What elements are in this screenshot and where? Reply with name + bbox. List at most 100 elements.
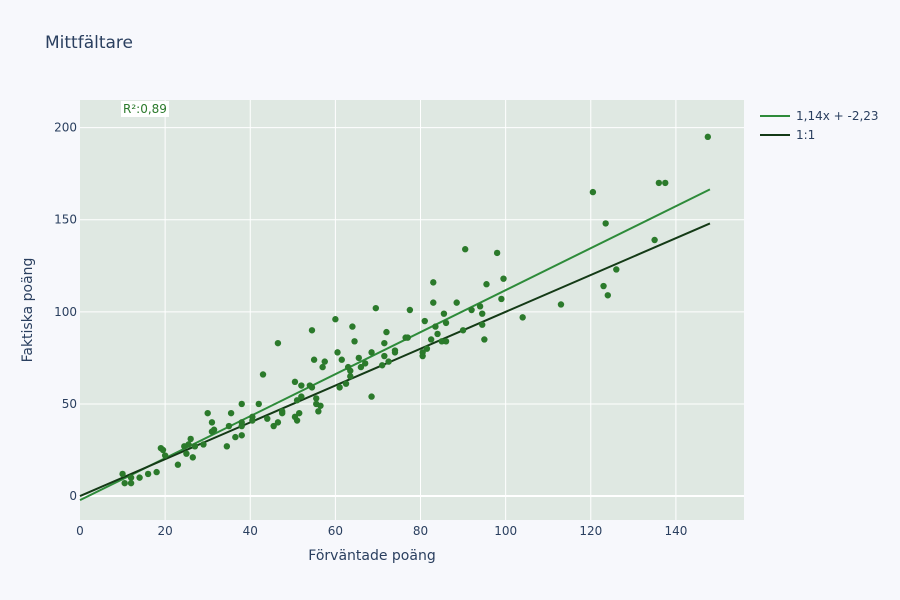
data-point[interactable]	[600, 282, 607, 290]
data-point[interactable]	[227, 409, 235, 417]
data-point[interactable]	[144, 470, 152, 478]
data-point[interactable]	[357, 363, 365, 371]
data-point[interactable]	[174, 461, 182, 468]
data-point[interactable]	[381, 339, 388, 347]
data-point[interactable]	[313, 395, 320, 402]
data-point[interactable]	[442, 319, 450, 327]
data-point[interactable]	[259, 371, 267, 378]
data-point[interactable]	[468, 306, 475, 314]
data-point[interactable]	[361, 360, 369, 367]
data-point[interactable]	[296, 409, 303, 417]
data-point[interactable]	[442, 338, 450, 345]
data-point[interactable]	[238, 432, 245, 439]
data-point[interactable]	[493, 249, 501, 257]
data-point[interactable]	[479, 310, 486, 317]
data-point[interactable]	[210, 426, 218, 433]
data-point[interactable]	[159, 446, 167, 454]
data-point[interactable]	[613, 266, 620, 273]
data-point[interactable]	[121, 479, 128, 487]
data-point[interactable]	[368, 349, 375, 356]
data-point[interactable]	[308, 327, 316, 334]
data-point[interactable]	[208, 419, 216, 426]
data-point[interactable]	[602, 220, 609, 227]
data-point[interactable]	[500, 275, 507, 282]
data-point[interactable]	[204, 409, 211, 417]
data-point[interactable]	[355, 354, 362, 362]
data-point[interactable]	[336, 384, 343, 391]
data-point[interactable]	[372, 304, 380, 312]
data-point[interactable]	[274, 419, 282, 426]
data-point[interactable]	[255, 400, 262, 408]
data-point[interactable]	[427, 336, 435, 343]
data-point[interactable]	[481, 336, 488, 343]
data-point[interactable]	[453, 299, 460, 306]
data-point[interactable]	[189, 454, 196, 461]
data-point[interactable]	[347, 367, 354, 374]
data-point[interactable]	[434, 330, 441, 338]
data-point[interactable]	[315, 408, 322, 415]
data-point[interactable]	[161, 452, 169, 459]
data-point[interactable]	[498, 295, 505, 303]
data-point[interactable]	[270, 422, 277, 430]
data-point[interactable]	[351, 338, 358, 345]
data-point[interactable]	[298, 393, 305, 400]
data-point[interactable]	[317, 402, 324, 409]
data-point[interactable]	[200, 441, 207, 448]
data-point[interactable]	[476, 303, 484, 310]
data-point[interactable]	[368, 393, 375, 400]
data-point[interactable]	[430, 299, 437, 306]
data-point[interactable]	[274, 339, 282, 347]
data-point[interactable]	[383, 328, 390, 336]
data-point[interactable]	[440, 310, 448, 317]
data-point[interactable]	[349, 323, 356, 330]
data-point[interactable]	[432, 323, 439, 330]
data-point[interactable]	[187, 435, 194, 443]
data-point[interactable]	[308, 384, 316, 391]
data-point[interactable]	[589, 188, 597, 196]
data-point[interactable]	[321, 358, 328, 365]
legend-item-identity[interactable]: 1:1	[760, 125, 879, 144]
data-point[interactable]	[293, 417, 301, 424]
data-point[interactable]	[232, 433, 239, 441]
data-point[interactable]	[119, 470, 126, 478]
data-point[interactable]	[153, 468, 160, 476]
data-point[interactable]	[655, 179, 663, 187]
data-point[interactable]	[264, 415, 271, 422]
data-point[interactable]	[183, 450, 190, 457]
data-point[interactable]	[419, 352, 426, 360]
data-point[interactable]	[421, 317, 428, 325]
data-point[interactable]	[191, 443, 199, 450]
data-point[interactable]	[662, 179, 669, 187]
data-point[interactable]	[651, 236, 658, 244]
data-point[interactable]	[385, 358, 392, 365]
data-point[interactable]	[136, 474, 143, 481]
data-point[interactable]	[462, 246, 469, 253]
data-point[interactable]	[293, 397, 301, 404]
data-point[interactable]	[338, 356, 345, 363]
data-point[interactable]	[423, 345, 431, 352]
data-point[interactable]	[223, 443, 231, 450]
data-points[interactable]	[119, 133, 712, 487]
data-point[interactable]	[238, 419, 245, 426]
data-point[interactable]	[483, 281, 490, 288]
data-point[interactable]	[479, 321, 486, 328]
data-point[interactable]	[249, 417, 256, 424]
data-point[interactable]	[406, 306, 414, 314]
data-point[interactable]	[291, 378, 299, 386]
data-point[interactable]	[704, 133, 712, 141]
data-point[interactable]	[430, 279, 437, 286]
data-point[interactable]	[334, 349, 341, 356]
data-point[interactable]	[519, 314, 526, 321]
data-point[interactable]	[459, 327, 467, 334]
data-point[interactable]	[127, 474, 135, 481]
data-point[interactable]	[404, 334, 411, 341]
legend-item-fit[interactable]: 1,14x + -2,23	[760, 106, 879, 125]
data-point[interactable]	[127, 479, 135, 487]
data-point[interactable]	[225, 422, 233, 430]
data-point[interactable]	[278, 409, 286, 417]
data-point[interactable]	[332, 316, 339, 323]
data-point[interactable]	[604, 292, 611, 299]
data-point[interactable]	[342, 380, 350, 387]
data-point[interactable]	[347, 373, 354, 380]
